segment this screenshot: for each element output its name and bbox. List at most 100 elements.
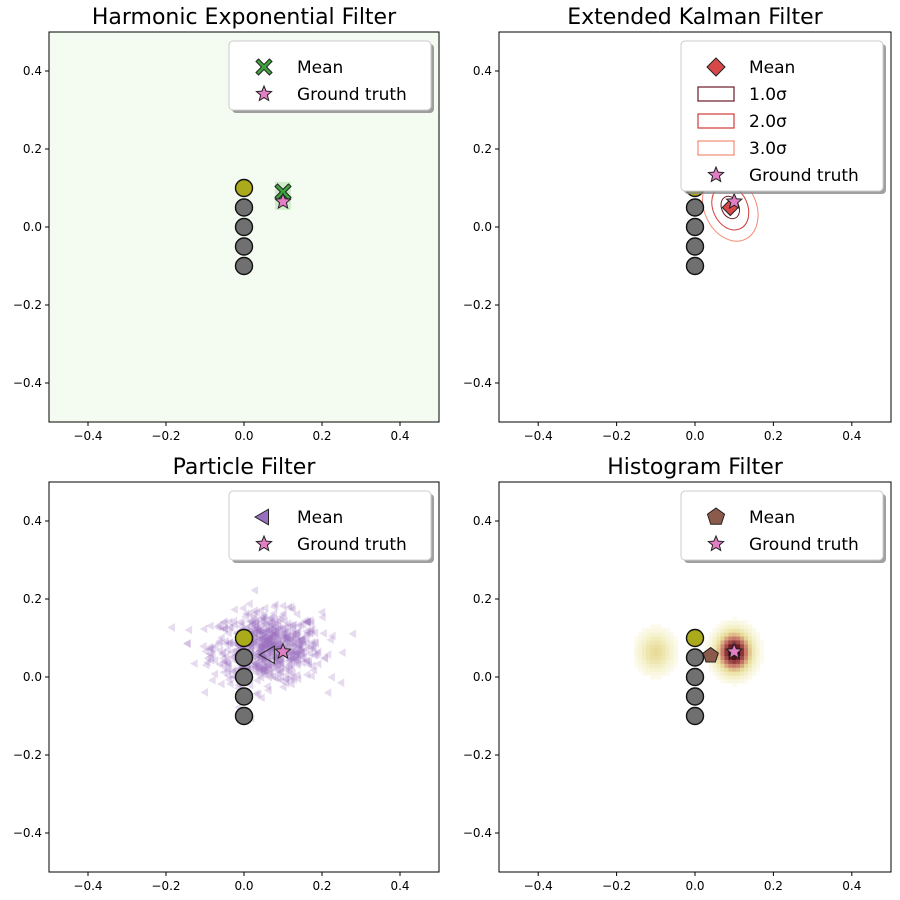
particle (248, 619, 256, 629)
heat-cell (740, 655, 745, 660)
particle (251, 616, 260, 626)
particle (257, 638, 266, 648)
plot-content (634, 616, 765, 726)
particle (263, 640, 272, 650)
particle (328, 631, 336, 641)
heat-cell (744, 651, 749, 657)
particle (262, 658, 271, 668)
chart-title: Histogram Filter (607, 455, 784, 480)
heat-cell (638, 659, 643, 664)
particle (256, 673, 265, 682)
particle (274, 659, 283, 669)
particle (217, 679, 225, 689)
landmark (685, 256, 705, 276)
particle (245, 616, 253, 626)
particle (237, 619, 246, 628)
particle (260, 636, 269, 646)
heat-cell (716, 628, 721, 633)
particle (303, 628, 311, 638)
particle (279, 609, 287, 618)
y-tick-label: 0.0 (23, 670, 42, 684)
particle (183, 639, 191, 648)
particle (304, 657, 312, 666)
particle (326, 635, 334, 645)
legend-ground-truth-icon (707, 165, 725, 183)
particle (302, 670, 311, 680)
particle (273, 638, 282, 647)
particle (297, 648, 305, 658)
x-tick-label: 0.4 (842, 879, 861, 893)
heat-cell (751, 655, 757, 660)
particle (251, 668, 260, 677)
particle (308, 643, 317, 653)
particle (271, 628, 280, 638)
y-tick-label: 0.4 (473, 64, 492, 78)
particle (260, 629, 268, 639)
heat-cell (744, 632, 749, 637)
heat-cell (653, 624, 659, 629)
particle (258, 613, 267, 622)
particle (272, 629, 281, 639)
particle (307, 637, 316, 647)
particle (296, 648, 305, 658)
particle (230, 605, 238, 614)
landmark (234, 198, 254, 217)
particle (203, 654, 212, 663)
heat-cell (759, 647, 765, 653)
particle (252, 607, 260, 617)
heat-cell (716, 624, 721, 629)
ground-truth-marker (725, 642, 744, 660)
particle (273, 660, 281, 669)
particle (256, 643, 264, 653)
heat-cell (642, 636, 647, 641)
heat-cell (747, 628, 753, 633)
heat-cell (751, 667, 757, 672)
particle (265, 634, 273, 643)
particle (274, 639, 282, 648)
y-tick-label: 0.2 (473, 592, 492, 606)
particle (253, 624, 262, 633)
particle (286, 632, 295, 642)
particle (271, 640, 280, 650)
particle (282, 670, 290, 680)
particle (275, 624, 283, 633)
heat-cell (736, 675, 741, 680)
heat-cell (642, 647, 647, 653)
particle (282, 633, 291, 642)
particle (313, 659, 322, 669)
x-tick-label: 0.0 (234, 879, 253, 893)
particle (281, 674, 289, 684)
particle (298, 620, 307, 629)
heat-cell (712, 647, 718, 653)
heat-cell (744, 620, 749, 625)
particle (277, 658, 285, 668)
particle (284, 640, 293, 649)
particle (276, 668, 284, 677)
particle (270, 626, 279, 636)
particle (225, 639, 233, 648)
particle (288, 604, 296, 614)
heat-cell (669, 636, 674, 641)
particle (272, 665, 280, 674)
particle (297, 658, 306, 668)
ground-truth-marker (725, 192, 744, 210)
particle (205, 644, 213, 654)
legend-label: Ground truth (749, 535, 859, 555)
particle (269, 644, 278, 654)
particle (274, 635, 283, 644)
particle (248, 637, 257, 647)
heat-cell (716, 659, 721, 664)
legend-mean-icon (255, 58, 273, 76)
particle (294, 640, 302, 650)
heat-cell (747, 655, 753, 660)
particle (223, 645, 231, 655)
particle (264, 636, 273, 645)
particle (238, 603, 247, 613)
particle (252, 651, 261, 660)
particle (260, 638, 269, 648)
particle (293, 658, 302, 668)
particle (320, 653, 328, 663)
particle (271, 619, 280, 628)
particle (259, 633, 267, 643)
heat-cell (736, 667, 741, 672)
